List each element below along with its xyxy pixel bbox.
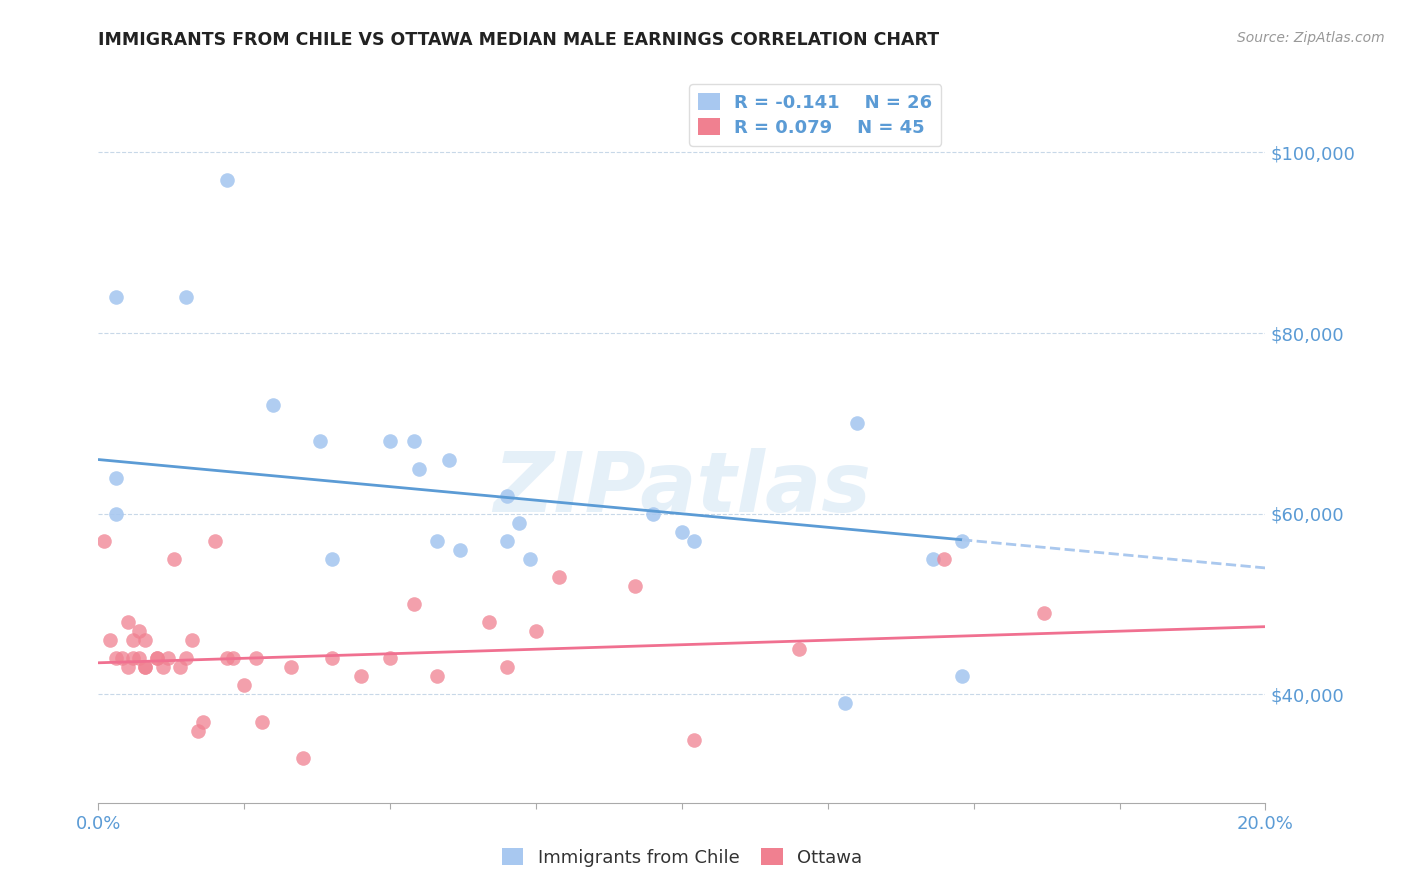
Point <box>233 678 256 692</box>
Point <box>163 552 186 566</box>
Point <box>495 660 517 674</box>
Point <box>426 669 449 683</box>
Point <box>402 434 425 449</box>
Point <box>309 434 332 449</box>
Point <box>408 461 430 475</box>
Point <box>378 434 402 449</box>
Point <box>548 570 571 584</box>
Point <box>921 552 943 566</box>
Point <box>934 552 956 566</box>
Point <box>641 507 664 521</box>
Point <box>682 533 704 548</box>
Point <box>402 597 425 611</box>
Point <box>834 697 856 711</box>
Point <box>117 615 139 629</box>
Point <box>262 398 284 412</box>
Point <box>845 417 868 431</box>
Point <box>215 651 238 665</box>
Point <box>117 660 139 674</box>
Point <box>426 533 449 548</box>
Point <box>437 452 460 467</box>
Point <box>122 633 145 648</box>
Point <box>146 651 169 665</box>
Point <box>122 651 145 665</box>
Text: ZIPatlas: ZIPatlas <box>494 449 870 529</box>
Point <box>280 660 302 674</box>
Point <box>104 507 127 521</box>
Point <box>624 579 647 593</box>
Point <box>174 651 197 665</box>
Point <box>187 723 209 738</box>
Point <box>128 651 150 665</box>
Point <box>93 533 115 548</box>
Point <box>321 651 343 665</box>
Point <box>104 290 127 304</box>
Point <box>174 290 197 304</box>
Point <box>134 633 156 648</box>
Point <box>245 651 267 665</box>
Point <box>787 642 810 657</box>
Point <box>169 660 191 674</box>
Point <box>250 714 273 729</box>
Point <box>449 542 471 557</box>
Point <box>524 624 547 639</box>
Point <box>157 651 180 665</box>
Point <box>215 172 238 186</box>
Text: IMMIGRANTS FROM CHILE VS OTTAWA MEDIAN MALE EARNINGS CORRELATION CHART: IMMIGRANTS FROM CHILE VS OTTAWA MEDIAN M… <box>98 31 939 49</box>
Point <box>478 615 501 629</box>
Point <box>98 633 121 648</box>
Point <box>193 714 215 729</box>
Point <box>1032 606 1054 620</box>
Point <box>378 651 402 665</box>
Point <box>950 669 973 683</box>
Point <box>350 669 373 683</box>
Point <box>134 660 156 674</box>
Point <box>519 552 541 566</box>
Point <box>495 489 517 503</box>
Point <box>180 633 202 648</box>
Point <box>134 660 156 674</box>
Point <box>128 624 150 639</box>
Point <box>221 651 243 665</box>
Legend: Immigrants from Chile, Ottawa: Immigrants from Chile, Ottawa <box>492 839 872 876</box>
Point <box>152 660 174 674</box>
Point <box>950 533 973 548</box>
Point <box>508 516 530 530</box>
Point <box>104 470 127 484</box>
Point <box>104 651 127 665</box>
Point <box>682 732 704 747</box>
Point <box>495 533 517 548</box>
Point <box>204 533 226 548</box>
Point <box>671 524 693 539</box>
Text: Source: ZipAtlas.com: Source: ZipAtlas.com <box>1237 31 1385 45</box>
Point <box>291 750 314 764</box>
Point <box>111 651 134 665</box>
Point <box>321 552 343 566</box>
Point <box>146 651 169 665</box>
